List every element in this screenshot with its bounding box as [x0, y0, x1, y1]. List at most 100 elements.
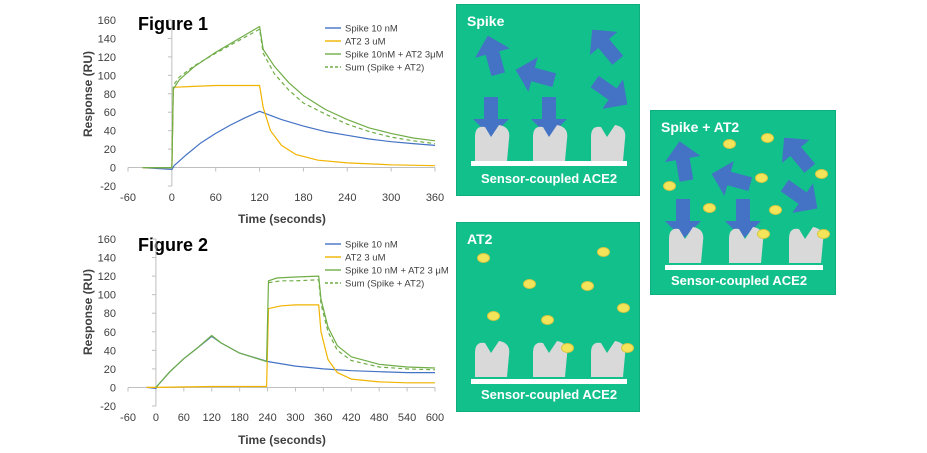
at2-molecule-icon	[755, 173, 768, 183]
sensor-label: Sensor-coupled ACE2	[671, 273, 808, 288]
x-tick-label: 420	[342, 412, 360, 424]
legend-label: Spike 10 nM	[345, 24, 398, 35]
sensor-label: Sensor-coupled ACE2	[481, 171, 618, 186]
series-line-3	[142, 25, 436, 169]
at2-molecule-icon	[663, 181, 676, 191]
y-tick-label: 120	[98, 52, 116, 64]
at2-molecule-icon	[703, 203, 716, 213]
ace2-receptor-icon	[789, 227, 824, 263]
at2-bound-icon	[757, 229, 770, 239]
figure-2-chart: Figure 2 Response (RU) Time (seconds) -2…	[81, 234, 449, 447]
ace2-receptor-icon	[475, 341, 510, 377]
x-tick-label: 480	[370, 412, 388, 424]
sensor-surface-bar	[665, 265, 823, 270]
at2-molecule-icon	[541, 315, 554, 325]
legend-label: Spike 10 nM + AT2 3 μM	[345, 266, 449, 277]
x-tick-label: 60	[178, 412, 190, 424]
y-tick-label: 40	[104, 126, 116, 138]
series-line-4	[171, 28, 436, 168]
y-tick-label: 100	[98, 70, 116, 82]
y-tick-label: 0	[110, 163, 116, 175]
x-tick-label: 0	[169, 192, 175, 204]
at2-bound-icon	[561, 343, 574, 353]
at2-molecule-icon	[723, 139, 736, 149]
x-tick-label: 240	[338, 192, 356, 204]
y-tick-label: 120	[98, 271, 116, 283]
x-tick-label: 0	[153, 412, 159, 424]
figure-1-chart: Figure 1 Response (RU) Time (seconds) -2…	[81, 14, 444, 226]
at2-molecule-icon	[761, 133, 774, 143]
x-tick-label: 120	[250, 192, 268, 204]
y-tick-label: 140	[98, 33, 116, 45]
y-tick-label: 80	[104, 308, 116, 320]
sensor-surface-bar	[471, 379, 627, 384]
legend-label: Spike 10 nM	[345, 240, 398, 251]
legend-label: Spike 10nM + AT2 3μM	[345, 50, 444, 61]
spike-arrow-icon	[664, 141, 701, 182]
y-tick-label: 80	[104, 89, 116, 101]
at2-molecule-icon	[815, 169, 828, 179]
x-tick-label: 180	[294, 192, 312, 204]
x-tick-label: 60	[210, 192, 222, 204]
chart-title: Figure 1	[138, 14, 208, 34]
chart-title: Figure 2	[138, 235, 208, 255]
spike-arrow-icon	[711, 161, 753, 196]
legend-label: Sum (Spike + AT2)	[345, 279, 424, 290]
x-tick-label: 360	[314, 412, 332, 424]
y-tick-label: 100	[98, 290, 116, 302]
y-tick-label: 20	[104, 144, 116, 156]
x-axis-label: Time (seconds)	[238, 212, 326, 226]
x-tick-label: 600	[426, 412, 444, 424]
y-tick-label: -20	[100, 401, 116, 413]
ace2-receptor-icon	[475, 125, 510, 161]
x-tick-label: 180	[230, 412, 248, 424]
spike-arrow-icon	[590, 75, 628, 109]
y-tick-label: 40	[104, 345, 116, 357]
ace2-receptor-icon	[533, 341, 568, 377]
series-line-2	[142, 84, 436, 169]
legend-label: AT2 3 uM	[345, 37, 386, 48]
ace2-receptor-icon	[591, 341, 626, 377]
y-axis-label: Response (RU)	[81, 51, 95, 137]
x-tick-label: 540	[398, 412, 416, 424]
at2-molecule-icon	[769, 205, 782, 215]
at2-bound-icon	[621, 343, 634, 353]
spike-arrow-icon	[589, 29, 624, 65]
spike-arrow-icon	[515, 57, 557, 92]
y-tick-label: 60	[104, 327, 116, 339]
series-line-4	[268, 279, 436, 371]
ace2-receptor-icon	[729, 227, 764, 263]
y-axis-label: Response (RU)	[81, 269, 95, 355]
series-line-2	[146, 304, 435, 388]
legend-label: AT2 3 uM	[345, 253, 386, 264]
at2-molecule-icon	[487, 311, 500, 321]
panel-title: Spike	[467, 13, 505, 29]
y-tick-label: 160	[98, 234, 116, 246]
sensor-label: Sensor-coupled ACE2	[481, 387, 618, 402]
panel-title: Spike + AT2	[661, 119, 740, 135]
x-tick-label: 300	[382, 192, 400, 204]
at2-molecule-icon	[523, 279, 536, 289]
x-tick-label: 240	[258, 412, 276, 424]
x-tick-label: 360	[426, 192, 444, 204]
x-tick-label: -60	[120, 192, 136, 204]
at2-molecule-icon	[477, 253, 490, 263]
sensor-surface-bar	[471, 161, 627, 166]
combined-binding-panel: Spike + AT2 Sensor-coupled ACE2	[650, 110, 836, 295]
ace2-receptor-icon	[533, 125, 568, 161]
x-tick-label: -60	[120, 412, 136, 424]
series-line-3	[155, 275, 436, 388]
y-tick-label: -20	[100, 181, 116, 193]
spike-arrow-icon	[780, 179, 818, 213]
panel-title: AT2	[467, 231, 493, 247]
at2-molecule-icon	[617, 303, 630, 313]
spike-arrow-icon	[475, 35, 510, 77]
y-tick-label: 20	[104, 364, 116, 376]
x-axis-label: Time (seconds)	[238, 433, 326, 447]
at2-bound-icon	[817, 229, 830, 239]
at2-molecule-icon	[597, 247, 610, 257]
ace2-receptor-icon	[669, 227, 704, 263]
spike-binding-panel: Spike Sensor-coupled ACE2	[456, 4, 640, 196]
legend-label: Sum (Spike + AT2)	[345, 63, 424, 74]
y-tick-label: 160	[98, 15, 116, 27]
